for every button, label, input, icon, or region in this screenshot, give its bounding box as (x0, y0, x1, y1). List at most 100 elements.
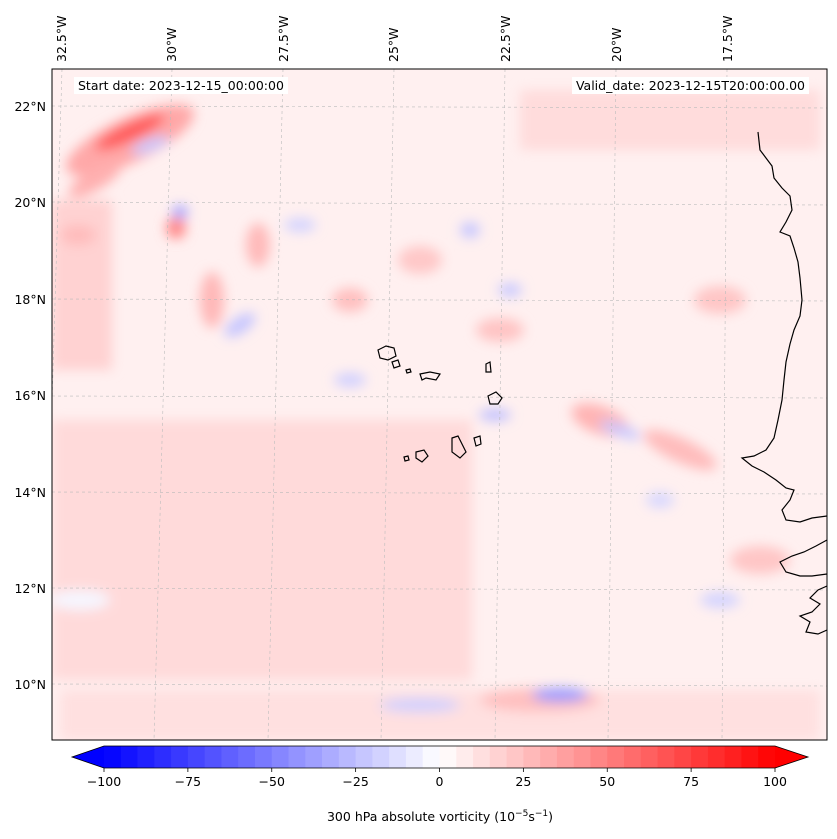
colorbar-tick-label: 0 (436, 774, 444, 789)
lon-label: 17.5°W (720, 16, 735, 62)
colorbar-segments (104, 746, 776, 768)
colorbar-segment (137, 746, 155, 768)
colorbar-segment (154, 746, 172, 768)
vorticity-region (246, 223, 270, 267)
colorbar-segment (489, 746, 507, 768)
colorbar-segment (422, 746, 440, 768)
colorbar-tick-label: −25 (342, 774, 368, 789)
valid-date-annotation: Valid_date: 2023-12-15T20:00:00.00 (571, 77, 809, 94)
colorbar-segment (405, 746, 424, 768)
colorbar-segment (338, 746, 357, 768)
latitude-labels: 22°N 20°N 18°N 16°N 14°N 12°N 10°N (14, 99, 46, 692)
vorticity-region (200, 272, 224, 328)
start-date-annotation: Start date: 2023-12-15_00:00:00 (74, 77, 288, 94)
lon-label: 22.5°W (498, 16, 513, 62)
vorticity-region (52, 590, 110, 610)
senegal-coast-south (779, 539, 827, 577)
vorticity-region (224, 312, 256, 338)
vorticity-region (476, 318, 524, 342)
colorbar-segment (640, 746, 658, 768)
colorbar-segment (506, 746, 524, 768)
vorticity-region (646, 492, 674, 508)
colorbar-tick-label: 50 (599, 774, 615, 789)
colorbar-tick-label: 75 (683, 774, 699, 789)
colorbar-segment (624, 746, 642, 768)
lon-label: 32.5°W (54, 16, 69, 62)
colorbar-segment (540, 746, 558, 768)
lon-gridline (494, 69, 506, 740)
gridlines (52, 69, 827, 740)
longitude-labels: 32.5°W 30°W 27.5°W 25°W 22.5°W 20°W 17.5… (54, 16, 735, 62)
colorbar-tick-label: 100 (763, 774, 787, 789)
vorticity-region (334, 373, 366, 387)
colorbar-segment (254, 746, 273, 768)
island-santiago (451, 435, 467, 459)
colorbar-segment (104, 746, 122, 768)
lat-label: 20°N (14, 195, 46, 210)
colorbar-segment (439, 746, 457, 768)
island-sal (485, 361, 492, 373)
colorbar-segment (171, 746, 189, 768)
colorbar-segment (120, 746, 138, 768)
colorbar-tick-label: −100 (87, 774, 121, 789)
vorticity-field (52, 90, 820, 740)
colorbar-segment (322, 746, 340, 768)
colorbar-segment (523, 746, 541, 768)
lon-gridline (153, 69, 173, 740)
colorbar-tick-label: 25 (515, 774, 531, 789)
vorticity-region (332, 288, 368, 312)
lon-label: 25°W (386, 27, 401, 62)
lon-label: 27.5°W (276, 16, 291, 62)
colorbar-tick-label: −75 (175, 774, 201, 789)
vorticity-region (700, 592, 740, 608)
island-fogo (415, 449, 429, 463)
colorbar-segment (221, 746, 239, 768)
lat-label: 12°N (14, 581, 46, 596)
lon-gridline (721, 69, 728, 740)
lat-label: 18°N (14, 292, 46, 307)
vorticity-region (60, 225, 96, 245)
island-maio (473, 435, 482, 447)
colorbar-segment (691, 746, 709, 768)
island-santo-antao (377, 345, 397, 361)
lon-gridline (380, 69, 395, 740)
africa-coastline (740, 131, 827, 523)
colorbar-segment (707, 746, 726, 768)
colorbar-label: 300 hPa absolute vorticity (10−5s−1) (327, 809, 553, 824)
vorticity-region (172, 205, 188, 219)
colorbar-segment (305, 746, 323, 768)
colorbar-segment (355, 746, 373, 768)
colorbar-segment (657, 746, 675, 768)
colorbar-segment (758, 746, 776, 768)
island-sao-vicente (391, 359, 401, 369)
colorbar-segment (187, 746, 206, 768)
island-santa-luzia (405, 368, 412, 374)
vorticity-region (694, 286, 746, 314)
vorticity-region (95, 113, 165, 151)
vorticity-region (520, 90, 820, 150)
colorbar-extend-low (72, 746, 104, 768)
colorbar-segment (473, 746, 491, 768)
map-panel (52, 69, 827, 740)
colorbar-segment (204, 746, 222, 768)
lat-label: 22°N (14, 99, 46, 114)
guinea-bissau-coast (798, 585, 827, 635)
colorbar-segment (372, 746, 390, 768)
vorticity-region (60, 690, 820, 740)
coastlines (377, 131, 827, 635)
vorticity-region (460, 222, 480, 238)
lon-gridline (267, 69, 284, 740)
colorbar-ticks: −100 −75 −50 −25 0 25 50 75 100 (87, 768, 787, 789)
lon-gridline (607, 69, 617, 740)
map-frame (51, 68, 828, 741)
vorticity-region (380, 698, 460, 712)
colorbar-segment (456, 746, 474, 768)
lat-label: 14°N (14, 485, 46, 500)
lon-label: 30°W (164, 27, 179, 62)
colorbar-extend-high (775, 746, 808, 768)
vorticity-region (730, 546, 790, 574)
lon-label: 20°W (609, 27, 624, 62)
island-brava (403, 455, 410, 462)
colorbar-segment (238, 746, 256, 768)
